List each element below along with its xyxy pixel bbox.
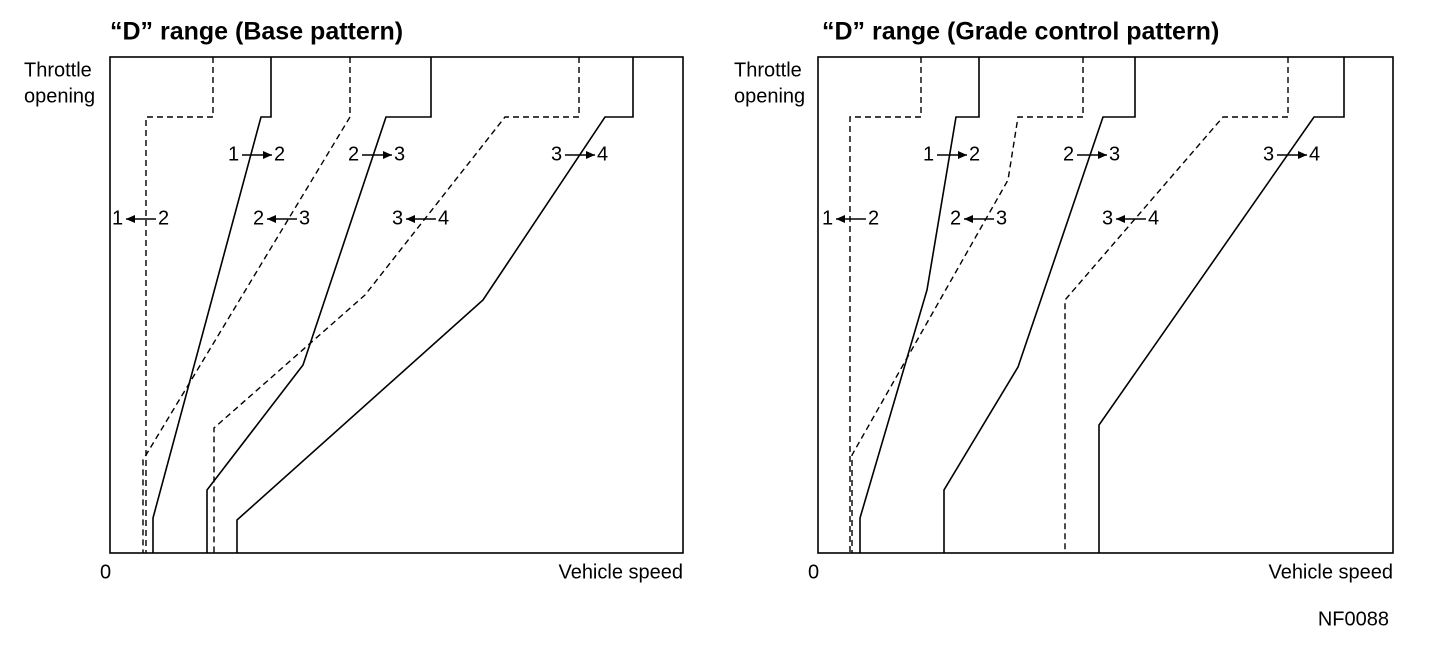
shift-from: 3 — [1102, 207, 1113, 229]
arrow-head — [267, 215, 276, 223]
shift-from: 1 — [822, 207, 833, 229]
arrow-head — [406, 215, 415, 223]
shift-to: 3 — [1109, 143, 1120, 165]
arrow-head — [586, 151, 595, 159]
shift-from: 2 — [348, 143, 359, 165]
shift-to: 2 — [274, 143, 285, 165]
shift-from: 3 — [551, 143, 562, 165]
panel-title: “D” range (Grade control pattern) — [822, 18, 1219, 46]
downshift-line — [851, 57, 1084, 553]
y-axis-label: opening — [24, 85, 95, 107]
shift-to: 4 — [438, 207, 449, 229]
upshift-line — [236, 57, 634, 553]
shift-to: 4 — [597, 143, 608, 165]
arrow-head — [263, 151, 272, 159]
shift-to: 4 — [1309, 143, 1320, 165]
arrow-head — [1298, 151, 1307, 159]
upshift-line — [1098, 57, 1345, 553]
shift-to: 3 — [299, 207, 310, 229]
origin-label: 0 — [808, 561, 819, 583]
downshift-line — [142, 57, 351, 553]
arrow-head — [1098, 151, 1107, 159]
y-axis-label: Throttle — [734, 59, 802, 81]
shift-to: 2 — [158, 207, 169, 229]
downshift-line — [849, 57, 922, 553]
plot-frame — [109, 56, 684, 554]
arrow-head — [958, 151, 967, 159]
upshift-line — [859, 57, 980, 553]
shift-to: 3 — [996, 207, 1007, 229]
upshift-line — [152, 57, 272, 553]
upshift-line — [943, 57, 1136, 553]
shift-from: 2 — [253, 207, 264, 229]
shift-to: 2 — [868, 207, 879, 229]
shift-from: 1 — [112, 207, 123, 229]
upshift-line — [206, 57, 432, 553]
shift-to: 2 — [969, 143, 980, 165]
arrow-head — [836, 215, 845, 223]
shift-from: 2 — [950, 207, 961, 229]
downshift-line — [145, 57, 214, 553]
arrow-head — [383, 151, 392, 159]
shift-from: 3 — [392, 207, 403, 229]
y-axis-label: Throttle — [24, 59, 92, 81]
panel-title: “D” range (Base pattern) — [110, 18, 403, 46]
shift-from: 1 — [923, 143, 934, 165]
shift-from: 2 — [1063, 143, 1074, 165]
downshift-line — [1064, 57, 1289, 553]
arrow-head — [126, 215, 135, 223]
shift-to: 3 — [394, 143, 405, 165]
arrow-head — [1116, 215, 1125, 223]
x-axis-label: Vehicle speed — [558, 561, 683, 583]
shift-from: 3 — [1263, 143, 1274, 165]
figure-id: NF0088 — [1318, 608, 1389, 630]
downshift-line — [213, 57, 580, 553]
y-axis-label: opening — [734, 85, 805, 107]
arrow-head — [964, 215, 973, 223]
x-axis-label: Vehicle speed — [1268, 561, 1393, 583]
origin-label: 0 — [100, 561, 111, 583]
shift-to: 4 — [1148, 207, 1159, 229]
plot-frame — [817, 56, 1394, 554]
shift-from: 1 — [228, 143, 239, 165]
